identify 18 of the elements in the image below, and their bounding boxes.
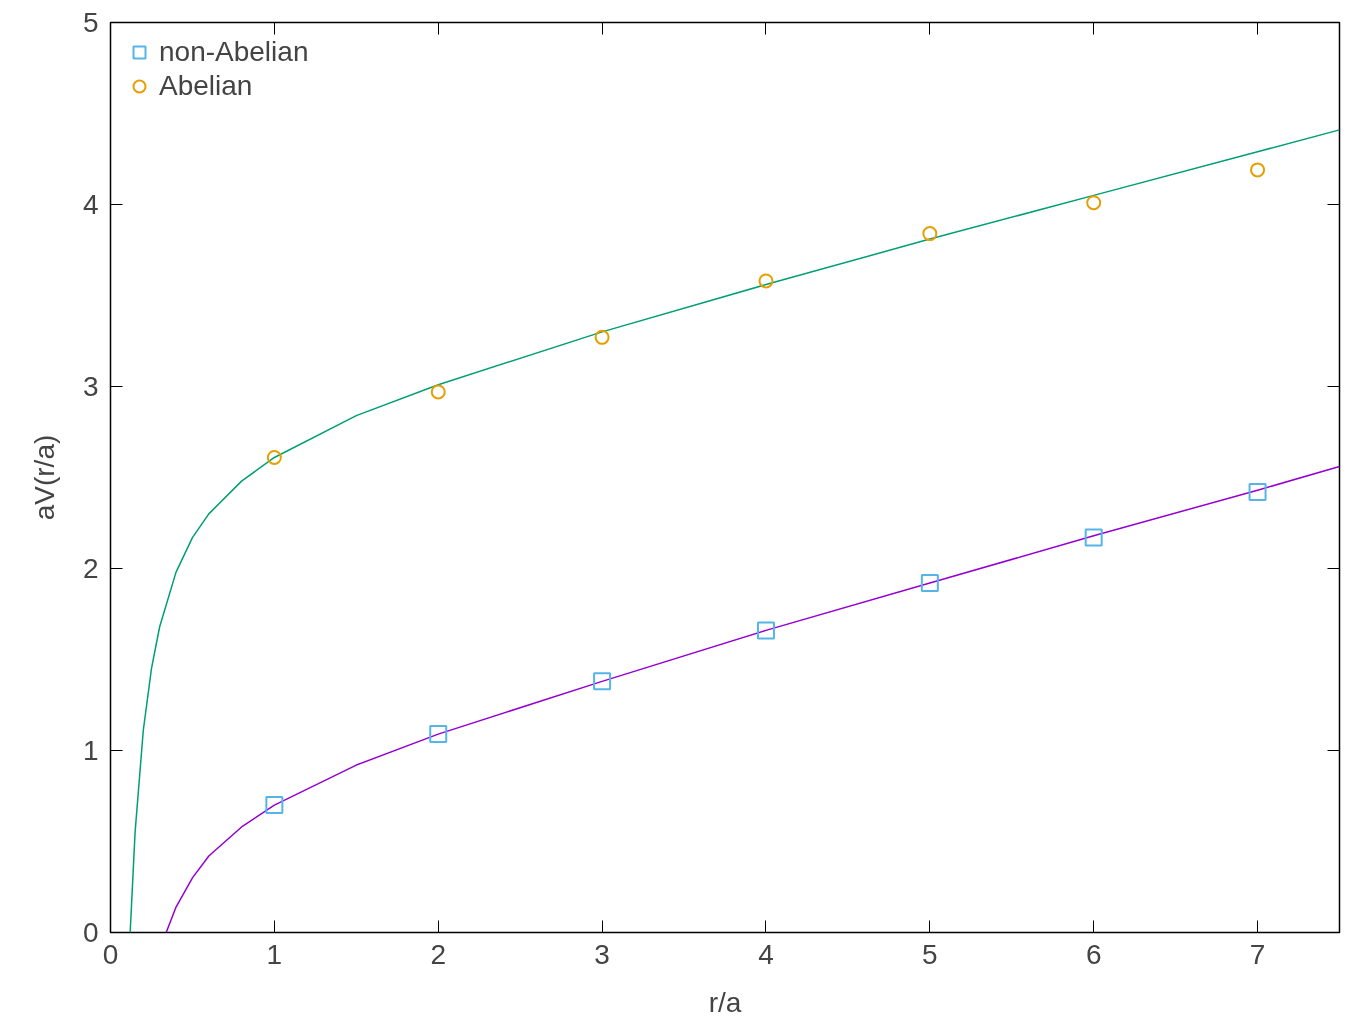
x-axis-title: r/a	[708, 986, 742, 1018]
legend-label: non-Abelian	[159, 36, 309, 68]
x-tick-label: 1	[266, 938, 283, 970]
y-tick-label: 1	[82, 735, 99, 766]
x-tick-label: 4	[758, 938, 774, 970]
x-tick-label: 7	[1249, 938, 1266, 970]
y-tick-label: 2	[82, 553, 99, 584]
legend-label: Abelian	[159, 70, 253, 102]
y-axis-title: aV(r/a)	[28, 434, 60, 521]
y-tick-label: 5	[82, 7, 99, 38]
x-tick-label: 0	[102, 938, 119, 970]
x-tick-label: 2	[430, 938, 447, 970]
y-tick-label: 3	[82, 371, 99, 402]
x-tick-label: 6	[1085, 938, 1102, 970]
y-tick-label: 0	[82, 917, 99, 948]
x-tick-label: 5	[922, 938, 938, 970]
x-tick-label: 3	[594, 938, 610, 970]
y-tick-label: 4	[82, 189, 99, 220]
